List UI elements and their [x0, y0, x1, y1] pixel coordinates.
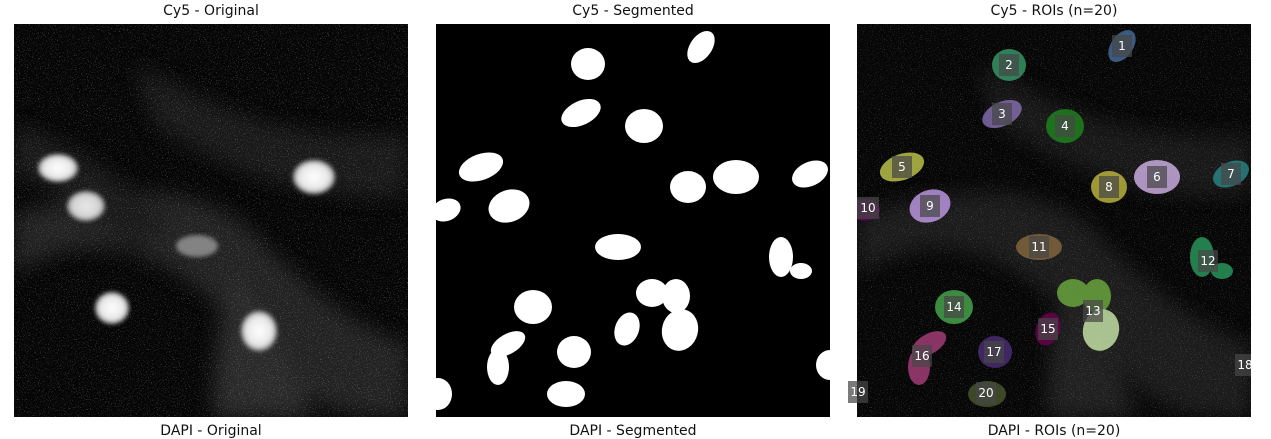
- bottom-title-dapi-original: DAPI - Original: [160, 423, 262, 439]
- roi-label-14: 14: [944, 296, 964, 318]
- roi-label-1: 1: [1112, 35, 1132, 57]
- roi-label-12: 12: [1198, 250, 1218, 272]
- roi-label-2: 2: [999, 54, 1019, 76]
- bottom-title-dapi-segmented: DAPI - Segmented: [569, 423, 697, 439]
- roi-label-9: 9: [920, 195, 940, 217]
- roi-label-17: 17: [984, 341, 1004, 363]
- roi-shape-13a: [1057, 279, 1089, 307]
- segmented-image-panel: [436, 24, 830, 417]
- panel-title-segmented: Cy5 - Segmented: [572, 3, 694, 19]
- segmentation-mask: [436, 24, 830, 417]
- roi-label-8: 8: [1099, 176, 1119, 198]
- roi-label-16: 16: [912, 345, 932, 367]
- roi-label-4: 4: [1055, 115, 1075, 137]
- rois-image-panel: 1 2 3 4 5 6 7 8 9 10 11 12 13 14 15 16 1…: [857, 24, 1251, 417]
- original-image-panel: [14, 24, 408, 417]
- roi-label-19: 19: [848, 381, 868, 403]
- roi-label-7: 7: [1221, 163, 1241, 185]
- original-microscopy-image: [14, 24, 408, 417]
- roi-label-13: 13: [1083, 300, 1103, 322]
- panel-title-original: Cy5 - Original: [163, 3, 259, 19]
- bottom-title-dapi-rois: DAPI - ROIs (n=20): [987, 423, 1121, 439]
- panel-title-rois: Cy5 - ROIs (n=20): [990, 3, 1118, 19]
- roi-label-15: 15: [1038, 318, 1058, 340]
- roi-label-5: 5: [892, 156, 912, 178]
- roi-label-11: 11: [1029, 236, 1049, 258]
- roi-label-6: 6: [1147, 166, 1167, 188]
- roi-label-18: 18: [1235, 354, 1251, 376]
- roi-label-10: 10: [857, 197, 879, 219]
- roi-label-20: 20: [976, 382, 996, 404]
- roi-label-3: 3: [992, 103, 1012, 125]
